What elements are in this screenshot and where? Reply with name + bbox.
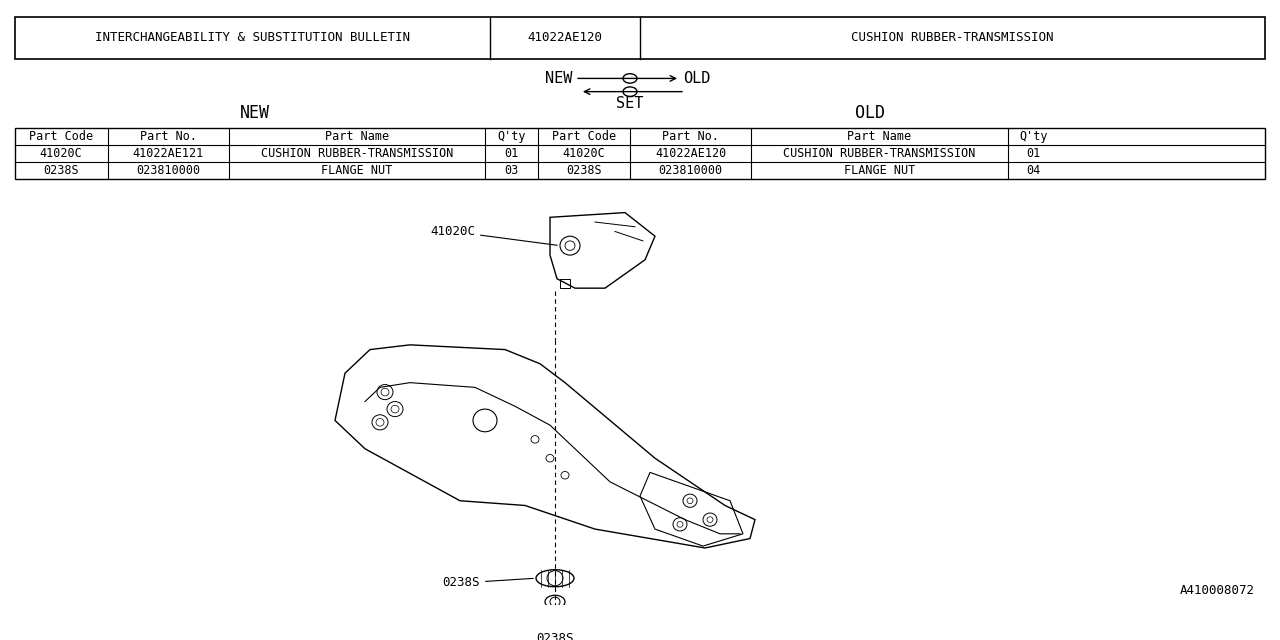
Text: 023810000: 023810000 xyxy=(136,164,200,177)
Text: OLD: OLD xyxy=(684,71,710,86)
Text: OLD: OLD xyxy=(855,104,884,122)
Text: NEW: NEW xyxy=(241,104,270,122)
Text: A410008072: A410008072 xyxy=(1180,584,1254,597)
Text: 41022AE121: 41022AE121 xyxy=(133,147,204,159)
Text: 41020C: 41020C xyxy=(430,225,557,245)
Text: CUSHION RUBBER-TRANSMISSION: CUSHION RUBBER-TRANSMISSION xyxy=(261,147,453,159)
Text: Part Name: Part Name xyxy=(847,129,911,143)
Text: 41022AE120: 41022AE120 xyxy=(527,31,603,44)
Text: FLANGE NUT: FLANGE NUT xyxy=(844,164,915,177)
Text: FLANGE NUT: FLANGE NUT xyxy=(321,164,393,177)
Text: NEW: NEW xyxy=(544,71,572,86)
Text: Part No.: Part No. xyxy=(140,129,197,143)
Text: Part Code: Part Code xyxy=(552,129,616,143)
Text: Q'ty: Q'ty xyxy=(497,129,526,143)
Text: Q'ty: Q'ty xyxy=(1019,129,1048,143)
Text: 41022AE120: 41022AE120 xyxy=(655,147,726,159)
Text: CUSHION RUBBER-TRANSMISSION: CUSHION RUBBER-TRANSMISSION xyxy=(783,147,975,159)
Text: Part Code: Part Code xyxy=(29,129,93,143)
Text: 41020C: 41020C xyxy=(40,147,83,159)
Text: Part No.: Part No. xyxy=(662,129,719,143)
Text: 0238S: 0238S xyxy=(566,164,602,177)
Text: CUSHION RUBBER-TRANSMISSION: CUSHION RUBBER-TRANSMISSION xyxy=(851,31,1053,44)
Text: 01: 01 xyxy=(1027,147,1041,159)
Text: 0238S: 0238S xyxy=(443,577,534,589)
Text: 01: 01 xyxy=(504,147,518,159)
Text: 0238S: 0238S xyxy=(44,164,79,177)
Text: INTERCHANGEABILITY & SUBSTITUTION BULLETIN: INTERCHANGEABILITY & SUBSTITUTION BULLET… xyxy=(95,31,410,44)
Text: SET: SET xyxy=(616,97,644,111)
Text: 03: 03 xyxy=(504,164,518,177)
Text: 41020C: 41020C xyxy=(562,147,605,159)
Text: 04: 04 xyxy=(1027,164,1041,177)
Text: 0238S: 0238S xyxy=(536,632,573,640)
Text: 023810000: 023810000 xyxy=(659,164,723,177)
Text: Part Name: Part Name xyxy=(325,129,389,143)
